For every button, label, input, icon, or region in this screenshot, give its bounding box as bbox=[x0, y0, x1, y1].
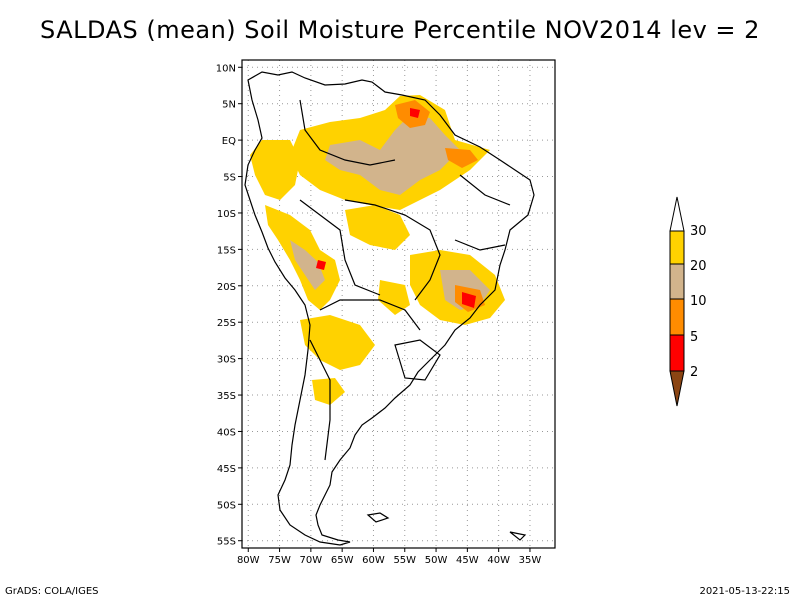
lon-label: 70W bbox=[300, 555, 323, 566]
colorbar-label-20: 20 bbox=[690, 259, 707, 274]
border-5 bbox=[309, 339, 331, 461]
lat-label: 45S bbox=[217, 464, 236, 475]
lon-label: 55W bbox=[393, 555, 416, 566]
lat-label: 30S bbox=[217, 355, 236, 366]
lat-label: 5S bbox=[223, 173, 236, 184]
chart-title: SALDAS (mean) Soil Moisture Percentile N… bbox=[40, 16, 760, 44]
colorbar-5-10 bbox=[669, 298, 685, 336]
fill-north-red bbox=[410, 108, 420, 118]
lat-label: 10S bbox=[217, 209, 236, 220]
colorbar-above30 bbox=[669, 196, 685, 232]
lat-label: EQ bbox=[222, 136, 236, 147]
lon-label: 35W bbox=[519, 555, 542, 566]
plot-frame bbox=[241, 59, 556, 549]
lat-label: 15S bbox=[217, 245, 236, 256]
colorbar-label-10: 10 bbox=[690, 294, 707, 309]
grid-lines bbox=[242, 60, 555, 548]
footer-credit: GrADS: COLA/IGES bbox=[5, 586, 99, 597]
falklands bbox=[366, 512, 390, 523]
lon-label: 65W bbox=[331, 555, 354, 566]
lat-label: 20S bbox=[217, 282, 236, 293]
border-6 bbox=[454, 239, 506, 251]
coastline bbox=[244, 71, 535, 546]
south-america-outline bbox=[244, 71, 535, 546]
lon-label: 80W bbox=[237, 555, 260, 566]
fill-north-orange2 bbox=[445, 148, 478, 168]
border-1 bbox=[299, 99, 396, 166]
colorbar-label-30: 30 bbox=[690, 224, 707, 239]
colorbar-label-5: 5 bbox=[690, 330, 698, 345]
border-7 bbox=[459, 174, 511, 206]
lat-label: 5N bbox=[222, 100, 236, 111]
colorbar: 30 20 10 5 2 bbox=[669, 196, 707, 407]
lat-label: 10N bbox=[216, 63, 236, 74]
lon-ticks: 80W 75W 70W 65W 60W 55W 50W 45W 40W 35W bbox=[237, 548, 541, 566]
footer-timestamp: 2021-05-13-22:15 bbox=[699, 586, 790, 597]
lon-label: 75W bbox=[268, 555, 291, 566]
colorbar-10-20 bbox=[669, 263, 685, 300]
lat-label: 25S bbox=[217, 318, 236, 329]
fill-andes-red bbox=[316, 260, 326, 270]
lat-label: 40S bbox=[217, 427, 236, 438]
border-2 bbox=[344, 199, 441, 301]
lat-label: 35S bbox=[217, 391, 236, 402]
lon-label: 40W bbox=[487, 555, 510, 566]
lat-ticks: 10N 5N EQ 5S 10S 15S 20S 25S 30S 35S 40S 45S 50S 55S bbox=[216, 63, 242, 548]
lon-label: 50W bbox=[425, 555, 448, 566]
border-4 bbox=[319, 299, 421, 331]
border-3 bbox=[299, 199, 381, 296]
fill-se-red bbox=[462, 292, 476, 308]
fill-andes-tan bbox=[290, 240, 325, 290]
colorbar-label-2: 2 bbox=[690, 365, 698, 380]
lat-label: 55S bbox=[217, 537, 236, 548]
lat-label: 50S bbox=[217, 500, 236, 511]
fill-west-yellow bbox=[250, 140, 300, 200]
colorbar-2-5 bbox=[669, 334, 685, 372]
colorbar-20-30 bbox=[669, 230, 685, 265]
uruguay-outline bbox=[394, 339, 441, 381]
colorbar-below2 bbox=[669, 370, 685, 407]
lon-label: 60W bbox=[362, 555, 385, 566]
lon-label: 45W bbox=[456, 555, 479, 566]
tierra-del-fuego bbox=[509, 531, 527, 541]
fill-paraguay-yellow bbox=[378, 280, 410, 315]
fill-central-yellow bbox=[345, 205, 410, 250]
fill-north-tan bbox=[325, 115, 460, 195]
fill-arg-yellow2 bbox=[312, 378, 345, 405]
